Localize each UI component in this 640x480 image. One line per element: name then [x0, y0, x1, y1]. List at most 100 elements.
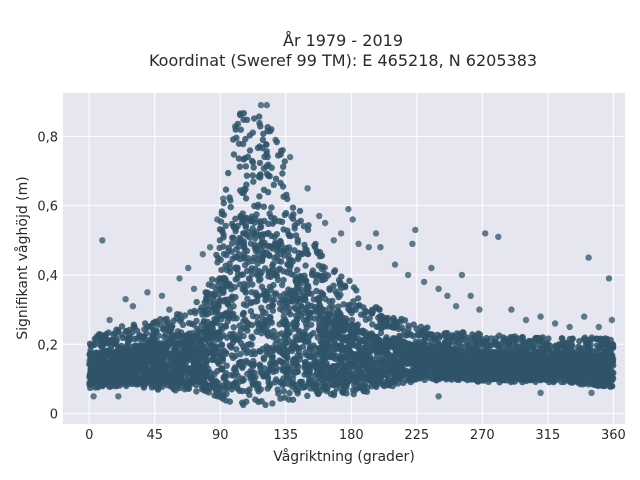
data-point — [291, 247, 298, 254]
data-point — [241, 215, 248, 222]
data-point — [305, 222, 312, 229]
data-point — [383, 370, 390, 378]
data-point — [569, 335, 576, 343]
data-point — [152, 383, 159, 390]
data-point — [284, 227, 291, 234]
data-point — [230, 324, 237, 331]
data-point — [406, 351, 414, 359]
data-point — [251, 115, 258, 122]
data-point — [286, 266, 293, 273]
data-point — [342, 381, 349, 389]
data-point — [279, 365, 286, 372]
data-point — [232, 225, 240, 232]
data-point — [319, 272, 326, 280]
data-point — [129, 364, 137, 371]
data-point — [247, 308, 255, 315]
data-point — [261, 153, 268, 160]
data-point — [605, 379, 612, 386]
data-point — [513, 337, 520, 344]
data-point — [249, 281, 256, 288]
data-point — [438, 350, 445, 358]
data-point — [321, 264, 328, 271]
data-point — [276, 299, 283, 307]
data-point — [307, 321, 315, 328]
data-point — [234, 270, 242, 278]
data-point — [351, 381, 358, 389]
data-point — [274, 276, 282, 284]
data-point — [198, 334, 205, 341]
data-point — [203, 303, 211, 310]
data-point — [244, 359, 251, 366]
data-point — [279, 281, 286, 289]
data-point — [228, 383, 236, 390]
data-point — [218, 341, 225, 348]
data-point — [218, 266, 225, 274]
data-point — [220, 243, 227, 250]
data-point — [292, 381, 299, 389]
data-point — [193, 388, 200, 395]
data-point — [275, 266, 282, 274]
data-point — [237, 126, 244, 133]
data-point — [227, 197, 234, 204]
data-point — [587, 375, 594, 382]
data-point — [239, 311, 247, 318]
data-point — [331, 330, 338, 337]
data-point — [299, 343, 307, 350]
data-point — [316, 313, 324, 320]
data-point — [294, 368, 301, 376]
data-point — [360, 304, 367, 311]
data-point — [386, 381, 393, 388]
data-point — [91, 335, 99, 343]
data-point — [331, 313, 338, 320]
data-point — [236, 163, 244, 170]
data-point — [91, 352, 99, 360]
data-point — [115, 327, 122, 334]
data-point — [291, 361, 298, 368]
data-point — [208, 276, 216, 283]
data-point — [338, 367, 345, 374]
data-point — [524, 371, 531, 379]
data-point — [268, 164, 275, 171]
data-point — [188, 320, 195, 327]
data-point — [205, 281, 212, 288]
data-point — [87, 361, 94, 368]
data-point — [246, 340, 253, 348]
data-point — [219, 355, 226, 362]
data-point — [173, 314, 180, 322]
data-point — [327, 390, 335, 398]
data-point — [303, 283, 310, 290]
data-point — [263, 170, 271, 177]
data-point — [173, 333, 181, 340]
data-point — [166, 359, 173, 366]
data-point — [110, 349, 117, 357]
data-point — [532, 361, 540, 368]
data-point — [418, 331, 425, 339]
data-point — [181, 312, 189, 319]
data-point — [114, 375, 122, 382]
data-point — [124, 363, 131, 371]
data-point — [239, 286, 246, 293]
data-point — [370, 377, 377, 384]
data-point — [239, 363, 247, 370]
data-point — [217, 285, 224, 293]
data-point — [228, 220, 236, 228]
chart-subtitle: Koordinat (Sweref 99 TM): E 465218, N 62… — [149, 51, 537, 70]
data-point — [222, 186, 230, 193]
data-point — [319, 338, 326, 346]
data-point — [354, 295, 362, 302]
data-point — [277, 179, 284, 187]
data-point — [270, 181, 277, 188]
data-point — [343, 390, 350, 397]
data-point — [257, 319, 265, 326]
data-point — [281, 252, 288, 259]
data-point — [252, 291, 260, 299]
data-point — [256, 361, 263, 368]
data-point — [308, 290, 315, 297]
data-point — [220, 347, 227, 354]
data-point — [235, 140, 243, 147]
data-point — [211, 316, 218, 323]
data-point — [350, 341, 357, 348]
data-point — [253, 313, 260, 321]
data-point — [249, 172, 256, 179]
data-point — [416, 374, 423, 381]
